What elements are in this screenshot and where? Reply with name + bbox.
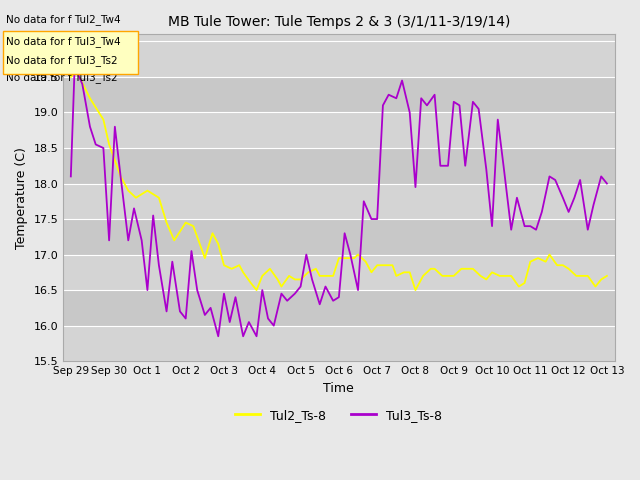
Title: MB Tule Tower: Tule Temps 2 & 3 (3/1/11-3/19/14): MB Tule Tower: Tule Temps 2 & 3 (3/1/11-…	[168, 15, 510, 29]
Text: No data for f Tul3_Ts2: No data for f Tul3_Ts2	[6, 72, 118, 83]
Bar	[63, 148, 614, 183]
Text: No data for f Tul3_Ts2: No data for f Tul3_Ts2	[6, 55, 118, 66]
Y-axis label: Temperature (C): Temperature (C)	[15, 147, 28, 249]
Bar	[63, 183, 614, 219]
Bar	[63, 112, 614, 148]
Text: No data for f Tul3_Tw4: No data for f Tul3_Tw4	[6, 36, 121, 47]
Text: No data for f Tul3_Tw4: No data for f Tul3_Tw4	[6, 53, 121, 64]
Text: No data for f Tul2_Ts2: No data for f Tul2_Ts2	[6, 34, 118, 45]
Text: No data for f Tul2_Tw4: No data for f Tul2_Tw4	[6, 14, 121, 25]
Bar	[63, 41, 614, 77]
Bar	[63, 325, 614, 361]
X-axis label: Time: Time	[323, 382, 355, 395]
Bar	[63, 290, 614, 325]
Legend: Tul2_Ts-8, Tul3_Ts-8: Tul2_Ts-8, Tul3_Ts-8	[230, 404, 447, 427]
Bar	[63, 77, 614, 112]
Bar	[63, 219, 614, 254]
Bar	[63, 254, 614, 290]
